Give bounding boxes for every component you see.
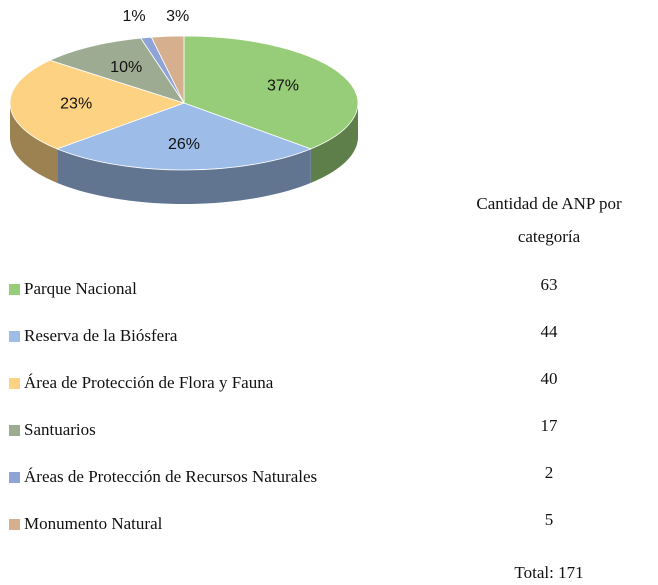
slice-side: [310, 103, 358, 183]
legend-label: Área de Protección de Flora y Fauna: [24, 373, 274, 392]
legend-label: Santuarios: [24, 420, 96, 439]
legend-label: Reserva de la Biósfera: [24, 326, 178, 345]
table-value: 2: [545, 463, 554, 482]
table-value: 40: [541, 369, 558, 388]
data-label: 37%: [267, 78, 299, 95]
legend-swatch: [9, 472, 20, 483]
slice: [48, 37, 185, 104]
slice: [183, 35, 359, 150]
legend-label: Parque Nacional: [24, 279, 137, 298]
slice-side: [57, 148, 311, 204]
data-label: 26%: [168, 136, 200, 153]
slice: [9, 59, 186, 150]
legend-swatch: [9, 331, 20, 342]
data-label: 3%: [166, 8, 189, 25]
legend-swatch: [9, 284, 20, 295]
legend-label: Áreas de Protección de Recursos Naturale…: [24, 467, 317, 486]
slice: [150, 35, 185, 104]
table-value: 44: [541, 322, 559, 341]
legend-label: Monumento Natural: [24, 514, 163, 533]
data-label: 23%: [60, 96, 92, 113]
data-label: 1%: [122, 8, 145, 25]
legend-swatch: [9, 519, 20, 530]
table-value: 5: [545, 510, 554, 529]
table-header: Cantidad de ANP por: [476, 194, 622, 213]
table-value: 63: [541, 275, 558, 294]
data-label: 10%: [110, 59, 142, 76]
legend-swatch: [9, 425, 20, 436]
slice-side: [10, 103, 58, 183]
table-value: 17: [541, 416, 559, 435]
table-header: categoría: [518, 227, 581, 246]
table-total: Total: 171: [514, 563, 583, 582]
legend-swatch: [9, 378, 20, 389]
slice: [56, 102, 312, 171]
